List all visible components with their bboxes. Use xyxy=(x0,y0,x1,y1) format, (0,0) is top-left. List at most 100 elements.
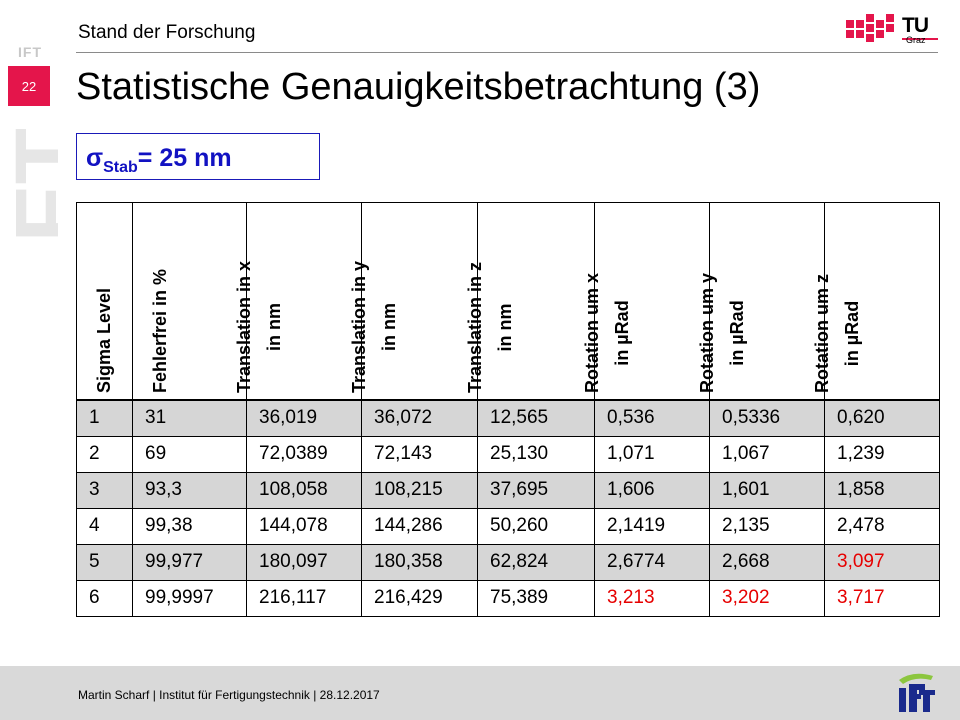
table-cell: 1,606 xyxy=(594,471,710,509)
table-cell: 6 xyxy=(76,579,133,617)
table-cell: 144,078 xyxy=(246,507,362,545)
column-header-label: Fehlerfrei in % xyxy=(145,269,175,393)
column-header-line: in µRad xyxy=(727,300,747,366)
column-header: Translation in y in nm xyxy=(349,202,478,401)
table-cell: 180,358 xyxy=(361,543,478,581)
column-header-line: in µRad xyxy=(612,300,632,366)
column-header-line: Translation in y xyxy=(349,260,369,393)
tu-graz-logo-icon xyxy=(846,14,938,42)
table-cell: 2,1419 xyxy=(594,507,710,545)
table-header-row: Sigma Level Fehlerfrei in % Translation in… xyxy=(76,202,940,401)
column-header-line: in nm xyxy=(264,302,284,351)
column-header-label: Rotation um x in µRad xyxy=(577,273,637,393)
column-header-label: Rotation um z in µRad xyxy=(807,274,867,393)
column-header-label: Translation in y in nm xyxy=(344,261,404,393)
table-cell: 99,977 xyxy=(132,543,247,581)
tu-logo-text: TU xyxy=(902,14,929,37)
table-cell: 36,019 xyxy=(246,399,362,437)
table-cell: 3,717 xyxy=(824,579,940,617)
table-cell: 0,620 xyxy=(824,399,940,437)
table-cell: 62,824 xyxy=(477,543,595,581)
column-header: Sigma Level xyxy=(76,202,133,401)
table-cell: 1,067 xyxy=(709,435,825,473)
table-cell: 2,668 xyxy=(709,543,825,581)
table-cell: 2 xyxy=(76,435,133,473)
table-cell: 5 xyxy=(76,543,133,581)
table-cell: 93,3 xyxy=(132,471,247,509)
column-header-label: Sigma Level xyxy=(89,288,119,393)
table-cell: 0,5336 xyxy=(709,399,825,437)
table-body: 1 31 36,019 36,072 12,565 0,536 0,5336 0,620 2 69… xyxy=(76,399,940,617)
table-cell: 3,097 xyxy=(824,543,940,581)
table-cell: 3 xyxy=(76,471,133,509)
table-cell: 36,072 xyxy=(361,399,478,437)
column-header-line: Translation in x xyxy=(234,260,254,393)
table-cell: 0,536 xyxy=(594,399,710,437)
table-cell: 2,478 xyxy=(824,507,940,545)
table-row: 2 69 72,0389 72,143 25,130 1,071 1,067 1,239 xyxy=(76,435,940,473)
column-header-line: in nm xyxy=(495,303,515,352)
column-header: Rotation um y in µRad xyxy=(697,202,825,401)
section-title: Stand der Forschung xyxy=(78,22,256,43)
sigma-subscript: Stab xyxy=(103,159,138,176)
column-header: Translation in x in nm xyxy=(234,202,362,401)
sigma-stab-box: σStab= 25 nm xyxy=(76,133,320,180)
ift-watermark: IFT xyxy=(0,126,58,250)
table-row: 6 99,9997 216,117 216,429 75,389 3,213 3,202 3,… xyxy=(76,579,940,617)
column-header-line: in µRad xyxy=(842,300,862,367)
table-cell: 1 xyxy=(76,399,133,437)
ift-top-label: IFT xyxy=(18,44,42,60)
column-header-label: Translation in x in nm xyxy=(229,261,289,393)
table-cell: 12,565 xyxy=(477,399,595,437)
table-cell: 72,0389 xyxy=(246,435,362,473)
table-cell: 4 xyxy=(76,507,133,545)
table-cell: 37,695 xyxy=(477,471,595,509)
ift-logo-icon xyxy=(899,673,935,712)
table-cell: 108,058 xyxy=(246,471,362,509)
column-header: Rotation um z in µRad xyxy=(812,202,940,401)
column-header-label: Rotation um y in µRad xyxy=(692,273,752,393)
table-cell: 1,858 xyxy=(824,471,940,509)
table-cell: 216,117 xyxy=(246,579,362,617)
page-title: Statistische Genauigkeitsbetrachtung (3) xyxy=(76,66,761,108)
table-cell: 1,239 xyxy=(824,435,940,473)
table-cell: 69 xyxy=(132,435,247,473)
footer-bar xyxy=(0,666,960,720)
table-cell: 144,286 xyxy=(361,507,478,545)
table-cell: 3,213 xyxy=(594,579,710,617)
table-cell: 99,9997 xyxy=(132,579,247,617)
column-header-line: Rotation um z xyxy=(812,274,832,393)
table-cell: 2,6774 xyxy=(594,543,710,581)
table-cell: 72,143 xyxy=(361,435,478,473)
column-header: Rotation um x in µRad xyxy=(582,202,710,401)
table-row: 4 99,38 144,078 144,286 50,260 2,1419 2,135 2,4… xyxy=(76,507,940,545)
column-header-line: Rotation um y xyxy=(697,273,717,393)
column-header-line: Fehlerfrei in % xyxy=(150,268,170,393)
ift-logo-text: IFT xyxy=(0,0,1,1)
accuracy-table: Sigma Level Fehlerfrei in % Translation in… xyxy=(76,202,940,617)
header-divider xyxy=(76,52,938,53)
table-cell: 25,130 xyxy=(477,435,595,473)
footer-text: Martin Scharf | Institut für Fertigungst… xyxy=(78,688,380,702)
table-cell: 99,38 xyxy=(132,507,247,545)
table-cell: 1,601 xyxy=(709,471,825,509)
table-cell: 108,215 xyxy=(361,471,478,509)
table-row: 5 99,977 180,097 180,358 62,824 2,6774 2,668 3,… xyxy=(76,543,940,581)
column-header: Fehlerfrei in % xyxy=(132,202,247,401)
table-cell: 216,429 xyxy=(361,579,478,617)
table-cell: 1,071 xyxy=(594,435,710,473)
table-cell: 50,260 xyxy=(477,507,595,545)
sigma-symbol: σ xyxy=(86,144,104,172)
table-cell: 75,389 xyxy=(477,579,595,617)
column-header-label: Translation in z in nm xyxy=(460,262,520,393)
table-cell: 2,135 xyxy=(709,507,825,545)
table-cell: 31 xyxy=(132,399,247,437)
column-header-line: Rotation um x xyxy=(582,273,602,393)
table-row: 1 31 36,019 36,072 12,565 0,536 0,5336 0,620 xyxy=(76,399,940,437)
slide-number: 22 xyxy=(8,66,50,106)
table-cell: 3,202 xyxy=(709,579,825,617)
table-cell: 180,097 xyxy=(246,543,362,581)
sigma-value: = 25 nm xyxy=(137,144,232,172)
table-row: 3 93,3 108,058 108,215 37,695 1,606 1,601 1,858 xyxy=(76,471,940,509)
column-header-line: in nm xyxy=(379,302,399,351)
